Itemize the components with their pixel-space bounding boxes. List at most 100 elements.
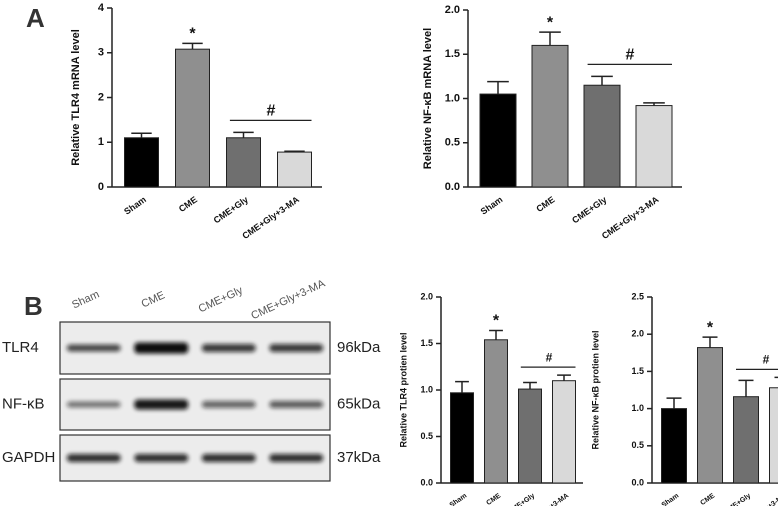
bar	[226, 137, 261, 188]
error-bar	[591, 75, 613, 86]
x-tick-label: CME+Gly+3-MA	[600, 194, 661, 241]
y-tick-label: 2.0	[631, 329, 644, 339]
x-tick-label: CME+Gly	[507, 492, 536, 506]
error-bar	[539, 31, 561, 46]
y-tick-label: 1.5	[631, 366, 644, 376]
bar	[697, 347, 723, 484]
significance-marker: *	[707, 319, 714, 336]
x-tick-label: CME+Gly	[723, 492, 752, 506]
bar	[552, 380, 576, 484]
bar	[124, 137, 159, 188]
y-tick-label: 2.0	[445, 4, 460, 16]
y-tick-label: 0.5	[420, 431, 433, 441]
bar	[479, 93, 517, 188]
x-tick-label: CME+Gly+3-MA	[240, 194, 301, 241]
y-tick-label: 0.5	[445, 137, 460, 149]
bar	[175, 48, 210, 188]
panel-label: A	[26, 3, 45, 33]
blot-band	[201, 344, 256, 352]
x-tick-label: CME+Gly	[212, 194, 250, 225]
error-bar	[774, 376, 778, 379]
error-bar	[489, 329, 503, 340]
significance-marker: #	[546, 350, 553, 364]
error-bar	[523, 381, 537, 390]
blot-band	[201, 454, 256, 462]
y-tick-label: 1.0	[445, 92, 460, 104]
y-tick-label: 2.0	[420, 291, 433, 301]
x-tick-label: CME+Gly	[570, 194, 608, 225]
y-axis-label: Relative NF-κB protien level	[590, 330, 600, 449]
y-tick-label: 1.0	[631, 403, 644, 413]
y-tick-label: 4	[98, 2, 105, 14]
y-tick-label: 2	[98, 91, 104, 103]
lane-label: CME+Gly	[197, 284, 245, 315]
panel-label: B	[24, 291, 43, 321]
blot-band	[201, 401, 256, 408]
blot-band	[134, 399, 189, 410]
bar	[531, 44, 569, 188]
significance-marker: *	[189, 26, 196, 43]
blot-band	[134, 342, 189, 354]
error-bar	[182, 42, 203, 50]
error-bar	[455, 380, 469, 393]
y-tick-label: 1	[98, 136, 104, 148]
y-tick-label: 0	[98, 181, 104, 193]
error-bar	[738, 379, 754, 397]
y-tick-label: 3	[98, 47, 104, 59]
lane-label: Sham	[70, 288, 101, 311]
y-axis-label: Relative NF-κB mRNA level	[422, 28, 434, 169]
x-tick-label: Sham	[122, 194, 148, 216]
error-bar	[702, 336, 718, 348]
significance-marker: #	[267, 103, 276, 120]
lane-label: CME	[140, 289, 167, 310]
x-tick-label: Sham	[479, 194, 505, 216]
blot-band	[66, 344, 121, 352]
y-tick-label: 1.5	[445, 48, 460, 60]
blot-band	[134, 454, 189, 462]
bar	[450, 392, 474, 484]
bar	[733, 396, 759, 484]
error-bar	[557, 374, 571, 381]
blot-band	[66, 454, 121, 462]
blot-size: 37kDa	[337, 449, 381, 466]
y-axis-label: Relative TLR4 protien level	[398, 332, 408, 447]
significance-marker: *	[493, 313, 500, 330]
y-tick-label: 0.0	[445, 181, 460, 193]
blot-label: GAPDH	[2, 449, 55, 466]
bar	[635, 105, 673, 188]
error-bar	[487, 80, 509, 95]
error-bar	[666, 397, 682, 409]
blot-band	[269, 454, 324, 462]
bar	[277, 151, 312, 188]
y-axis-label: Relative TLR4 mRNA level	[70, 29, 82, 166]
y-tick-label: 0.0	[420, 477, 433, 487]
bar	[769, 387, 778, 484]
blot-label: TLR4	[2, 339, 39, 356]
y-tick-label: 0.0	[631, 477, 644, 487]
error-bar	[131, 132, 152, 138]
error-bar	[233, 131, 254, 138]
y-tick-label: 1.0	[420, 384, 433, 394]
y-tick-label: 0.5	[631, 440, 644, 450]
y-tick-label: 2.5	[631, 291, 644, 301]
blot-size: 96kDa	[337, 339, 381, 356]
blot-band	[66, 401, 121, 408]
blot-label: NF-κB	[2, 395, 45, 412]
blot-band	[269, 401, 324, 408]
significance-marker: #	[763, 353, 770, 367]
blot-band	[269, 344, 324, 352]
x-tick-label: Sham	[661, 492, 681, 506]
y-tick-label: 1.5	[420, 338, 433, 348]
bar	[518, 388, 542, 484]
x-tick-label: CME	[177, 194, 199, 214]
significance-marker: *	[547, 14, 554, 31]
bar	[583, 84, 621, 188]
significance-marker: #	[626, 47, 635, 64]
x-tick-label: CME	[699, 492, 716, 506]
lane-label: CME+Gly+3-MA	[249, 277, 327, 322]
bar	[661, 408, 687, 484]
x-tick-label: CME	[485, 492, 502, 506]
bar	[484, 339, 508, 484]
blot-size: 65kDa	[337, 395, 381, 412]
